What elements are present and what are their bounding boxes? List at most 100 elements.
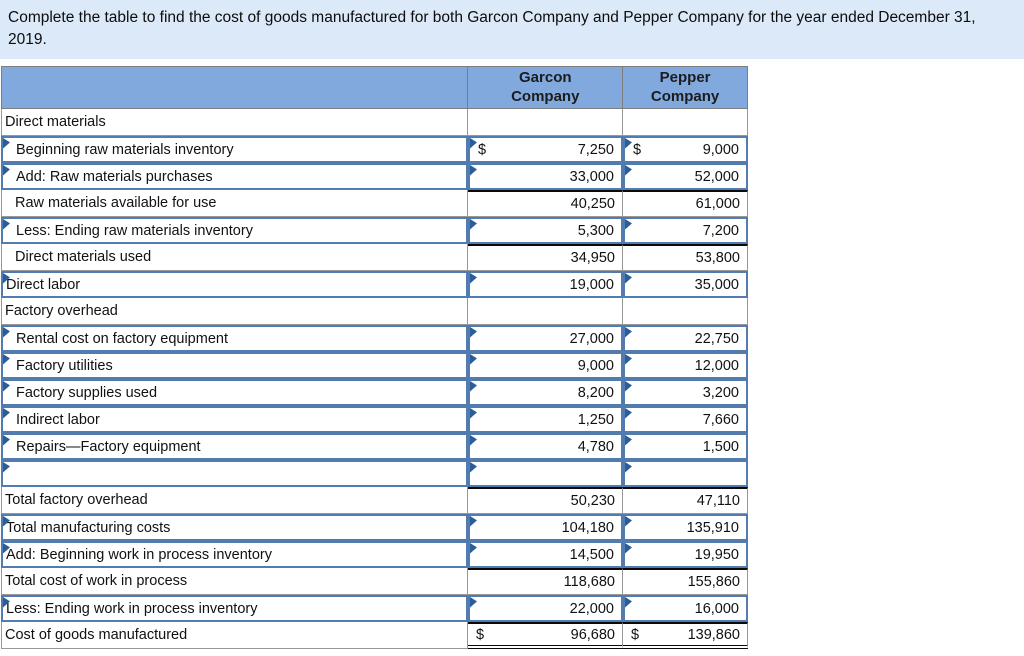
- answer-flag-icon: [470, 435, 477, 447]
- answer-flag-icon: [3, 435, 10, 447]
- row-label-cell[interactable]: Beginning raw materials inventory: [1, 136, 468, 164]
- answer-flag-icon: [625, 435, 632, 447]
- garcon-value: 14,500: [569, 546, 614, 563]
- pepper-value-cell[interactable]: 135,910: [623, 514, 748, 542]
- answer-flag-icon: [470, 381, 477, 393]
- row-label-cell[interactable]: Add: Raw materials purchases: [1, 163, 468, 191]
- answer-flag-icon: [625, 408, 632, 420]
- table-header-row: Garcon Company Pepper Company: [1, 66, 748, 110]
- garcon-value: 104,180: [561, 519, 614, 536]
- pepper-value-cell: 47,110: [623, 487, 748, 515]
- pepper-value: 61,000: [695, 196, 740, 213]
- row-label-cell[interactable]: Total manufacturing costs: [1, 514, 468, 542]
- garcon-value-cell: 118,680: [468, 568, 623, 596]
- row-label-cell[interactable]: Factory utilities: [1, 352, 468, 380]
- pepper-value-cell[interactable]: [623, 460, 748, 488]
- table-row: Raw materials available for use 40,250 61,…: [1, 190, 748, 218]
- pepper-value-cell[interactable]: 7,200: [623, 217, 748, 245]
- pepper-value-cell[interactable]: 16,000: [623, 595, 748, 623]
- row-label: Add: Raw materials purchases: [16, 168, 213, 185]
- row-label-cell[interactable]: Add: Beginning work in process inventory: [1, 541, 468, 569]
- dollar-sign: $: [633, 141, 642, 158]
- row-label-cell[interactable]: Factory supplies used: [1, 379, 468, 407]
- pepper-value-cell[interactable]: 3,200: [623, 379, 748, 407]
- pepper-value: 9,000: [702, 141, 739, 158]
- answer-flag-icon: [470, 597, 477, 609]
- pepper-value-cell[interactable]: 52,000: [623, 163, 748, 191]
- garcon-value-cell[interactable]: 33,000: [468, 163, 623, 191]
- answer-flag-icon: [470, 138, 477, 150]
- row-label-cell[interactable]: Direct labor: [1, 271, 468, 299]
- row-label-cell: Total factory overhead: [1, 487, 468, 515]
- pepper-value-cell[interactable]: $9,000: [623, 136, 748, 164]
- pepper-value-cell: [623, 298, 748, 326]
- answer-flag-icon: [3, 138, 10, 150]
- pepper-value-cell[interactable]: 22,750: [623, 325, 748, 353]
- garcon-value-cell: [468, 298, 623, 326]
- answer-flag-icon: [625, 597, 632, 609]
- answer-flag-icon: [625, 138, 632, 150]
- row-label: Add: Beginning work in process inventory: [6, 546, 272, 563]
- garcon-value-cell[interactable]: 1,250: [468, 406, 623, 434]
- cogm-table: Garcon Company Pepper Company Direct mat…: [1, 66, 748, 650]
- pepper-value-cell[interactable]: 35,000: [623, 271, 748, 299]
- answer-flag-icon: [3, 543, 10, 555]
- garcon-value-cell[interactable]: 104,180: [468, 514, 623, 542]
- row-label: Factory utilities: [16, 357, 113, 374]
- garcon-value: 19,000: [569, 276, 614, 293]
- row-label: Total factory overhead: [5, 492, 148, 509]
- pepper-value: 3,200: [702, 384, 739, 401]
- pepper-value: 139,860: [687, 626, 740, 643]
- dollar-sign: $: [478, 141, 487, 158]
- garcon-value-cell[interactable]: 9,000: [468, 352, 623, 380]
- pepper-value: 135,910: [686, 519, 739, 536]
- pepper-value: 16,000: [694, 600, 739, 617]
- table-row: Factory overhead: [1, 298, 748, 326]
- pepper-value-cell[interactable]: 12,000: [623, 352, 748, 380]
- table-row: Repairs—Factory equipment 4,780 1,500: [1, 433, 748, 461]
- garcon-value-cell[interactable]: 4,780: [468, 433, 623, 461]
- answer-flag-icon: [625, 273, 632, 285]
- garcon-value: 40,250: [570, 196, 615, 213]
- pepper-value-cell: $139,860: [623, 622, 748, 650]
- row-label-cell[interactable]: Less: Ending raw materials inventory: [1, 217, 468, 245]
- pepper-value: 19,950: [694, 546, 739, 563]
- row-label-cell[interactable]: Repairs—Factory equipment: [1, 433, 468, 461]
- pepper-value-cell[interactable]: 19,950: [623, 541, 748, 569]
- answer-flag-icon: [470, 462, 477, 474]
- table-row: Direct labor 19,000 35,000: [1, 271, 748, 299]
- row-label-cell[interactable]: Indirect labor: [1, 406, 468, 434]
- garcon-value-cell[interactable]: 22,000: [468, 595, 623, 623]
- pepper-value-cell[interactable]: 7,660: [623, 406, 748, 434]
- pepper-value: 7,660: [702, 411, 739, 428]
- garcon-value-cell[interactable]: 8,200: [468, 379, 623, 407]
- garcon-value: 118,680: [563, 574, 615, 591]
- cogm-table-body: Direct materials Beginning raw materials …: [1, 109, 748, 650]
- row-label: Beginning raw materials inventory: [16, 141, 234, 158]
- garcon-value-cell: $96,680: [468, 622, 623, 650]
- pepper-value: 1,500: [702, 438, 739, 455]
- garcon-value-cell[interactable]: $7,250: [468, 136, 623, 164]
- pepper-value: 12,000: [694, 357, 739, 374]
- instructions-text: Complete the table to find the cost of g…: [0, 0, 1024, 60]
- garcon-value-cell[interactable]: 5,300: [468, 217, 623, 245]
- row-label-cell[interactable]: Rental cost on factory equipment: [1, 325, 468, 353]
- answer-flag-icon: [3, 597, 10, 609]
- garcon-value: 34,950: [570, 250, 615, 267]
- answer-flag-icon: [3, 327, 10, 339]
- garcon-value-cell[interactable]: 19,000: [468, 271, 623, 299]
- row-label-cell: Raw materials available for use: [1, 190, 468, 218]
- row-label: Direct materials: [5, 114, 106, 131]
- row-label-cell[interactable]: [1, 460, 468, 488]
- row-label-cell[interactable]: Less: Ending work in process inventory: [1, 595, 468, 623]
- table-row: Cost of goods manufactured $96,680 $139,86…: [1, 622, 748, 650]
- pepper-value-cell: 61,000: [623, 190, 748, 218]
- pepper-value: 53,800: [695, 250, 740, 267]
- garcon-value-cell[interactable]: 14,500: [468, 541, 623, 569]
- row-label: Repairs—Factory equipment: [16, 438, 201, 455]
- answer-flag-icon: [625, 354, 632, 366]
- garcon-value-cell[interactable]: [468, 460, 623, 488]
- garcon-value-cell[interactable]: 27,000: [468, 325, 623, 353]
- table-row: Indirect labor 1,250 7,660: [1, 406, 748, 434]
- pepper-value-cell[interactable]: 1,500: [623, 433, 748, 461]
